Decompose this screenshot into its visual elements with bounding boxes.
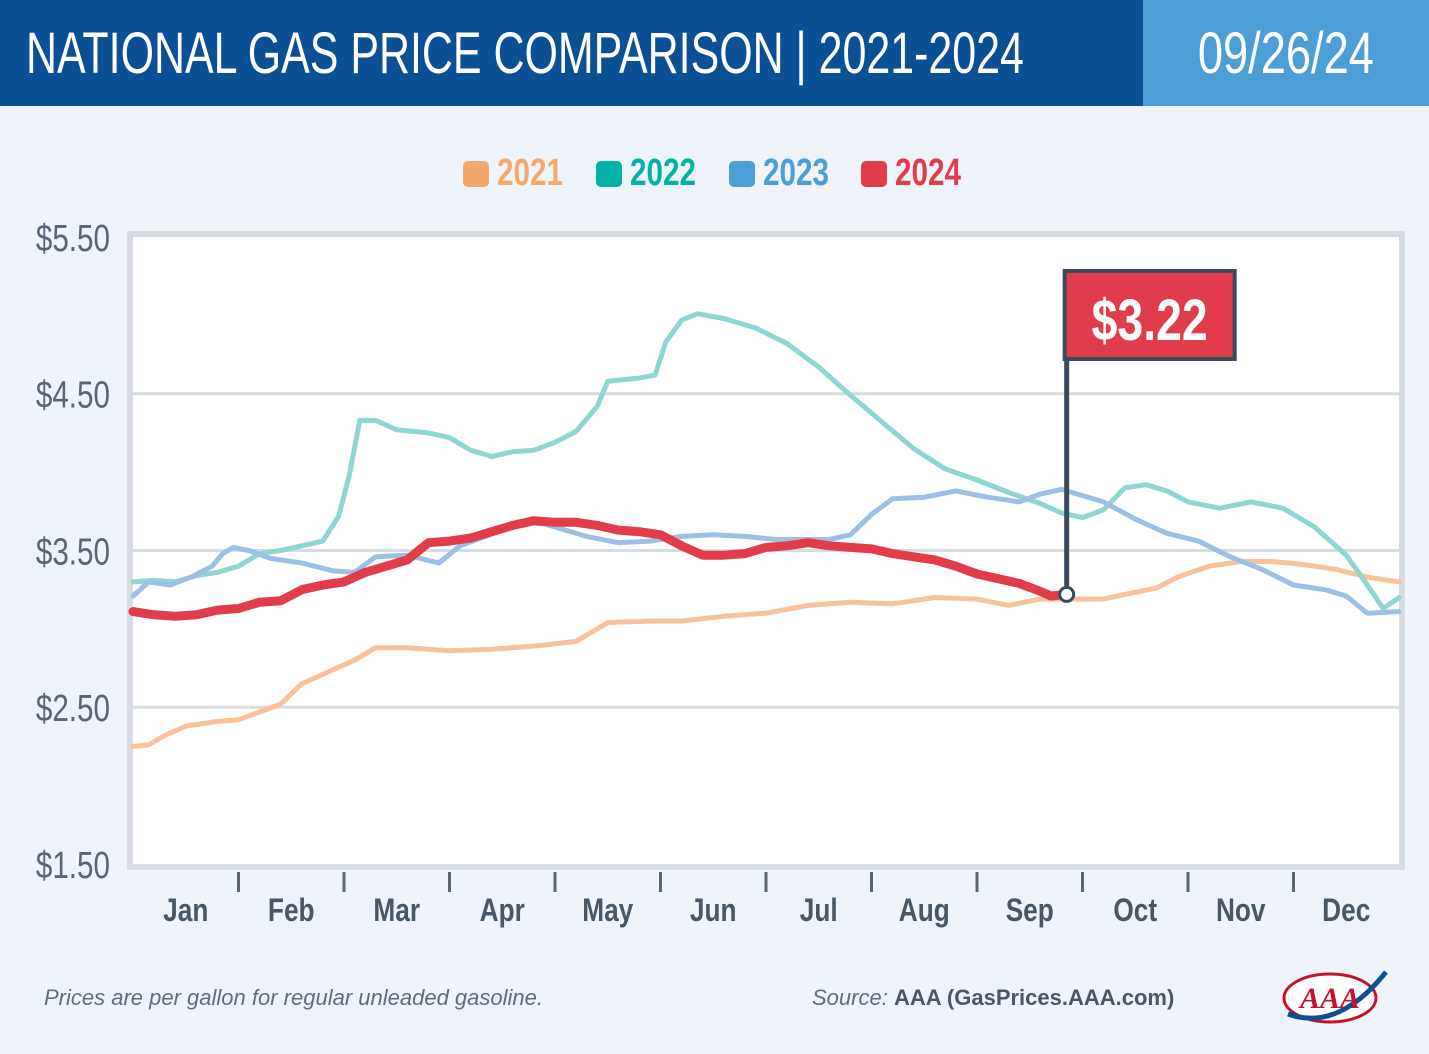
series-line-2024 [128,516,1072,621]
series-line-2022 [130,311,1402,611]
legend-label: 2023 [762,152,829,194]
legend-swatch [595,161,622,187]
source-credit: Source: AAA (GasPrices.AAA.com) [812,985,1174,1011]
y-tick-label: $5.50 [36,218,110,260]
x-tick-label: Aug [899,894,950,929]
x-tick-label: Mar [373,894,420,929]
date-box: 09/26/24 [1143,0,1429,106]
source-value: AAA (GasPrices.AAA.com) [893,985,1175,1010]
logo-text: AAA [1298,982,1360,1015]
x-tick-label: Oct [1113,894,1157,929]
series-line-2023 [130,486,1402,616]
x-tick-label: Jun [690,894,737,929]
legend-swatch [463,161,490,187]
footnote: Prices are per gallon for regular unlead… [44,985,543,1010]
x-tick-label: Sep [1006,894,1054,929]
series-line-2021 [130,559,1402,749]
x-tick-label: Apr [480,894,525,929]
legend-swatch [861,161,888,187]
x-tick-label: Nov [1216,894,1266,929]
callout-point [1058,585,1076,603]
legend-label: 2024 [895,152,961,194]
legend-item-2024: 2024 [861,148,966,198]
legend-label: 2022 [629,152,696,194]
legend-item-2023: 2023 [728,148,834,198]
x-tick-label: Feb [268,894,315,929]
price-line-chart: $1.50 $2.50 $3.50 $4.50 $5.50 Jan Feb Mar Apr May… [36,218,1405,929]
date-label: 09/26/24 [1143,14,1429,94]
x-tick-label: May [582,894,634,929]
page-title: NATIONAL GAS PRICE COMPARISON | 2021-202… [26,14,1024,94]
legend-swatch [728,161,755,187]
aaa-logo-icon: AAA [1282,970,1388,1024]
legend-item-2022: 2022 [595,148,701,198]
title-main: NATIONAL GAS PRICE COMPARISON [26,21,784,86]
x-tick-label: Dec [1322,894,1370,929]
header-bar: NATIONAL GAS PRICE COMPARISON | 2021-202… [0,0,1143,106]
y-tick-label: $3.50 [36,531,110,573]
y-tick-label: $1.50 [36,845,110,887]
chart-legend: 2021 2022 2023 2024 [0,148,1429,198]
date-value: 09/26/24 [1197,21,1375,86]
y-tick-label: $2.50 [36,688,110,730]
callout-label: $3.22 [1092,288,1208,353]
source-label: Source: [812,985,888,1010]
y-tick-label: $4.50 [36,374,110,416]
title-years: 2021-2024 [818,21,1024,86]
legend-item-2021: 2021 [463,148,568,198]
x-tick-label: Jul [800,894,838,929]
x-tick-label: Jan [163,894,208,929]
title-separator: | [783,21,819,86]
legend-label: 2021 [497,152,564,194]
callout-box [1062,269,1237,361]
